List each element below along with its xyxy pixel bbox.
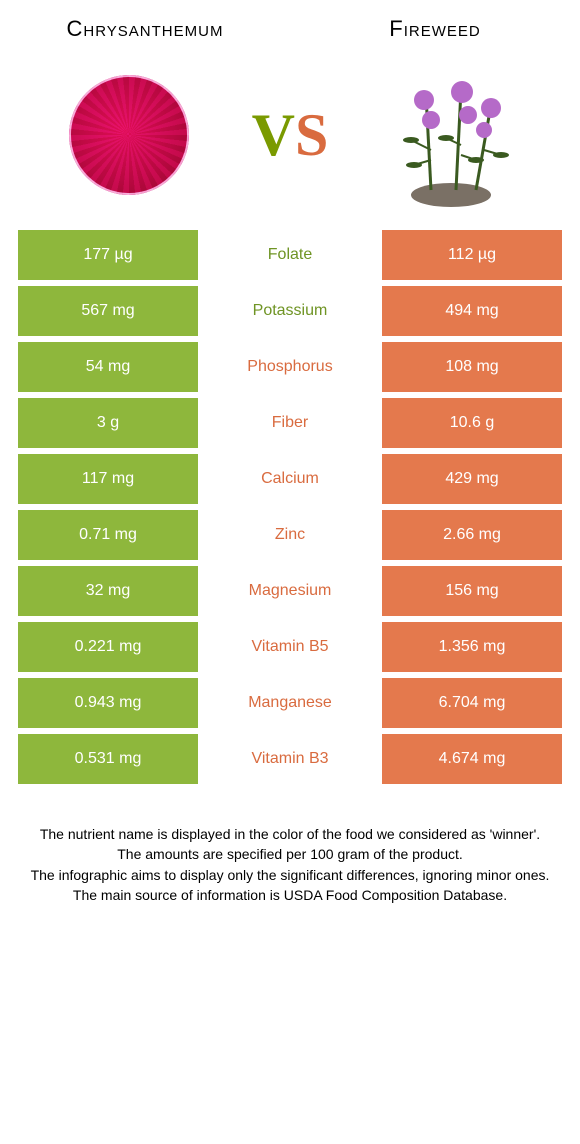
- right-food-image: [376, 60, 526, 210]
- footnote-line: The amounts are specified per 100 gram o…: [30, 844, 550, 864]
- footnotes: The nutrient name is displayed in the co…: [30, 824, 550, 905]
- table-row: 0.531 mgVitamin B34.674 mg: [18, 734, 562, 784]
- left-value-cell: 0.943 mg: [18, 678, 198, 728]
- nutrient-name-cell: Potassium: [198, 286, 382, 336]
- footnote-line: The infographic aims to display only the…: [30, 865, 550, 885]
- table-row: 0.221 mgVitamin B51.356 mg: [18, 622, 562, 672]
- right-value-cell: 108 mg: [382, 342, 562, 392]
- right-value-cell: 1.356 mg: [382, 622, 562, 672]
- right-value-cell: 2.66 mg: [382, 510, 562, 560]
- left-value-cell: 0.71 mg: [18, 510, 198, 560]
- vs-label: VS: [252, 101, 329, 170]
- table-row: 0.943 mgManganese6.704 mg: [18, 678, 562, 728]
- right-food-title: Fireweed: [290, 16, 580, 42]
- right-value-cell: 112 µg: [382, 230, 562, 280]
- nutrient-name-cell: Calcium: [198, 454, 382, 504]
- table-row: 177 µgFolate112 µg: [18, 230, 562, 280]
- table-row: 117 mgCalcium429 mg: [18, 454, 562, 504]
- right-value-cell: 4.674 mg: [382, 734, 562, 784]
- left-value-cell: 0.221 mg: [18, 622, 198, 672]
- footnote-line: The main source of information is USDA F…: [30, 885, 550, 905]
- left-food-title: Chrysanthemum: [0, 16, 290, 42]
- vs-s-letter: S: [295, 102, 328, 168]
- chrysanthemum-icon: [69, 75, 189, 195]
- nutrient-name-cell: Fiber: [198, 398, 382, 448]
- fireweed-icon: [376, 60, 526, 210]
- left-value-cell: 177 µg: [18, 230, 198, 280]
- footnote-line: The nutrient name is displayed in the co…: [30, 824, 550, 844]
- nutrient-name-cell: Folate: [198, 230, 382, 280]
- right-value-cell: 429 mg: [382, 454, 562, 504]
- table-row: 32 mgMagnesium156 mg: [18, 566, 562, 616]
- right-value-cell: 156 mg: [382, 566, 562, 616]
- images-row: VS: [0, 50, 580, 230]
- nutrient-name-cell: Manganese: [198, 678, 382, 728]
- vs-v-letter: V: [252, 102, 295, 168]
- left-value-cell: 32 mg: [18, 566, 198, 616]
- table-row: 567 mgPotassium494 mg: [18, 286, 562, 336]
- left-value-cell: 0.531 mg: [18, 734, 198, 784]
- table-row: 3 gFiber10.6 g: [18, 398, 562, 448]
- table-row: 0.71 mgZinc2.66 mg: [18, 510, 562, 560]
- left-value-cell: 3 g: [18, 398, 198, 448]
- nutrient-name-cell: Magnesium: [198, 566, 382, 616]
- left-value-cell: 54 mg: [18, 342, 198, 392]
- nutrient-name-cell: Zinc: [198, 510, 382, 560]
- header: Chrysanthemum Fireweed: [0, 0, 580, 50]
- left-food-image: [54, 60, 204, 210]
- right-value-cell: 10.6 g: [382, 398, 562, 448]
- nutrient-name-cell: Vitamin B5: [198, 622, 382, 672]
- nutrient-table: 177 µgFolate112 µg567 mgPotassium494 mg5…: [18, 230, 562, 784]
- right-value-cell: 6.704 mg: [382, 678, 562, 728]
- right-value-cell: 494 mg: [382, 286, 562, 336]
- nutrient-name-cell: Phosphorus: [198, 342, 382, 392]
- left-value-cell: 567 mg: [18, 286, 198, 336]
- table-row: 54 mgPhosphorus108 mg: [18, 342, 562, 392]
- nutrient-name-cell: Vitamin B3: [198, 734, 382, 784]
- left-value-cell: 117 mg: [18, 454, 198, 504]
